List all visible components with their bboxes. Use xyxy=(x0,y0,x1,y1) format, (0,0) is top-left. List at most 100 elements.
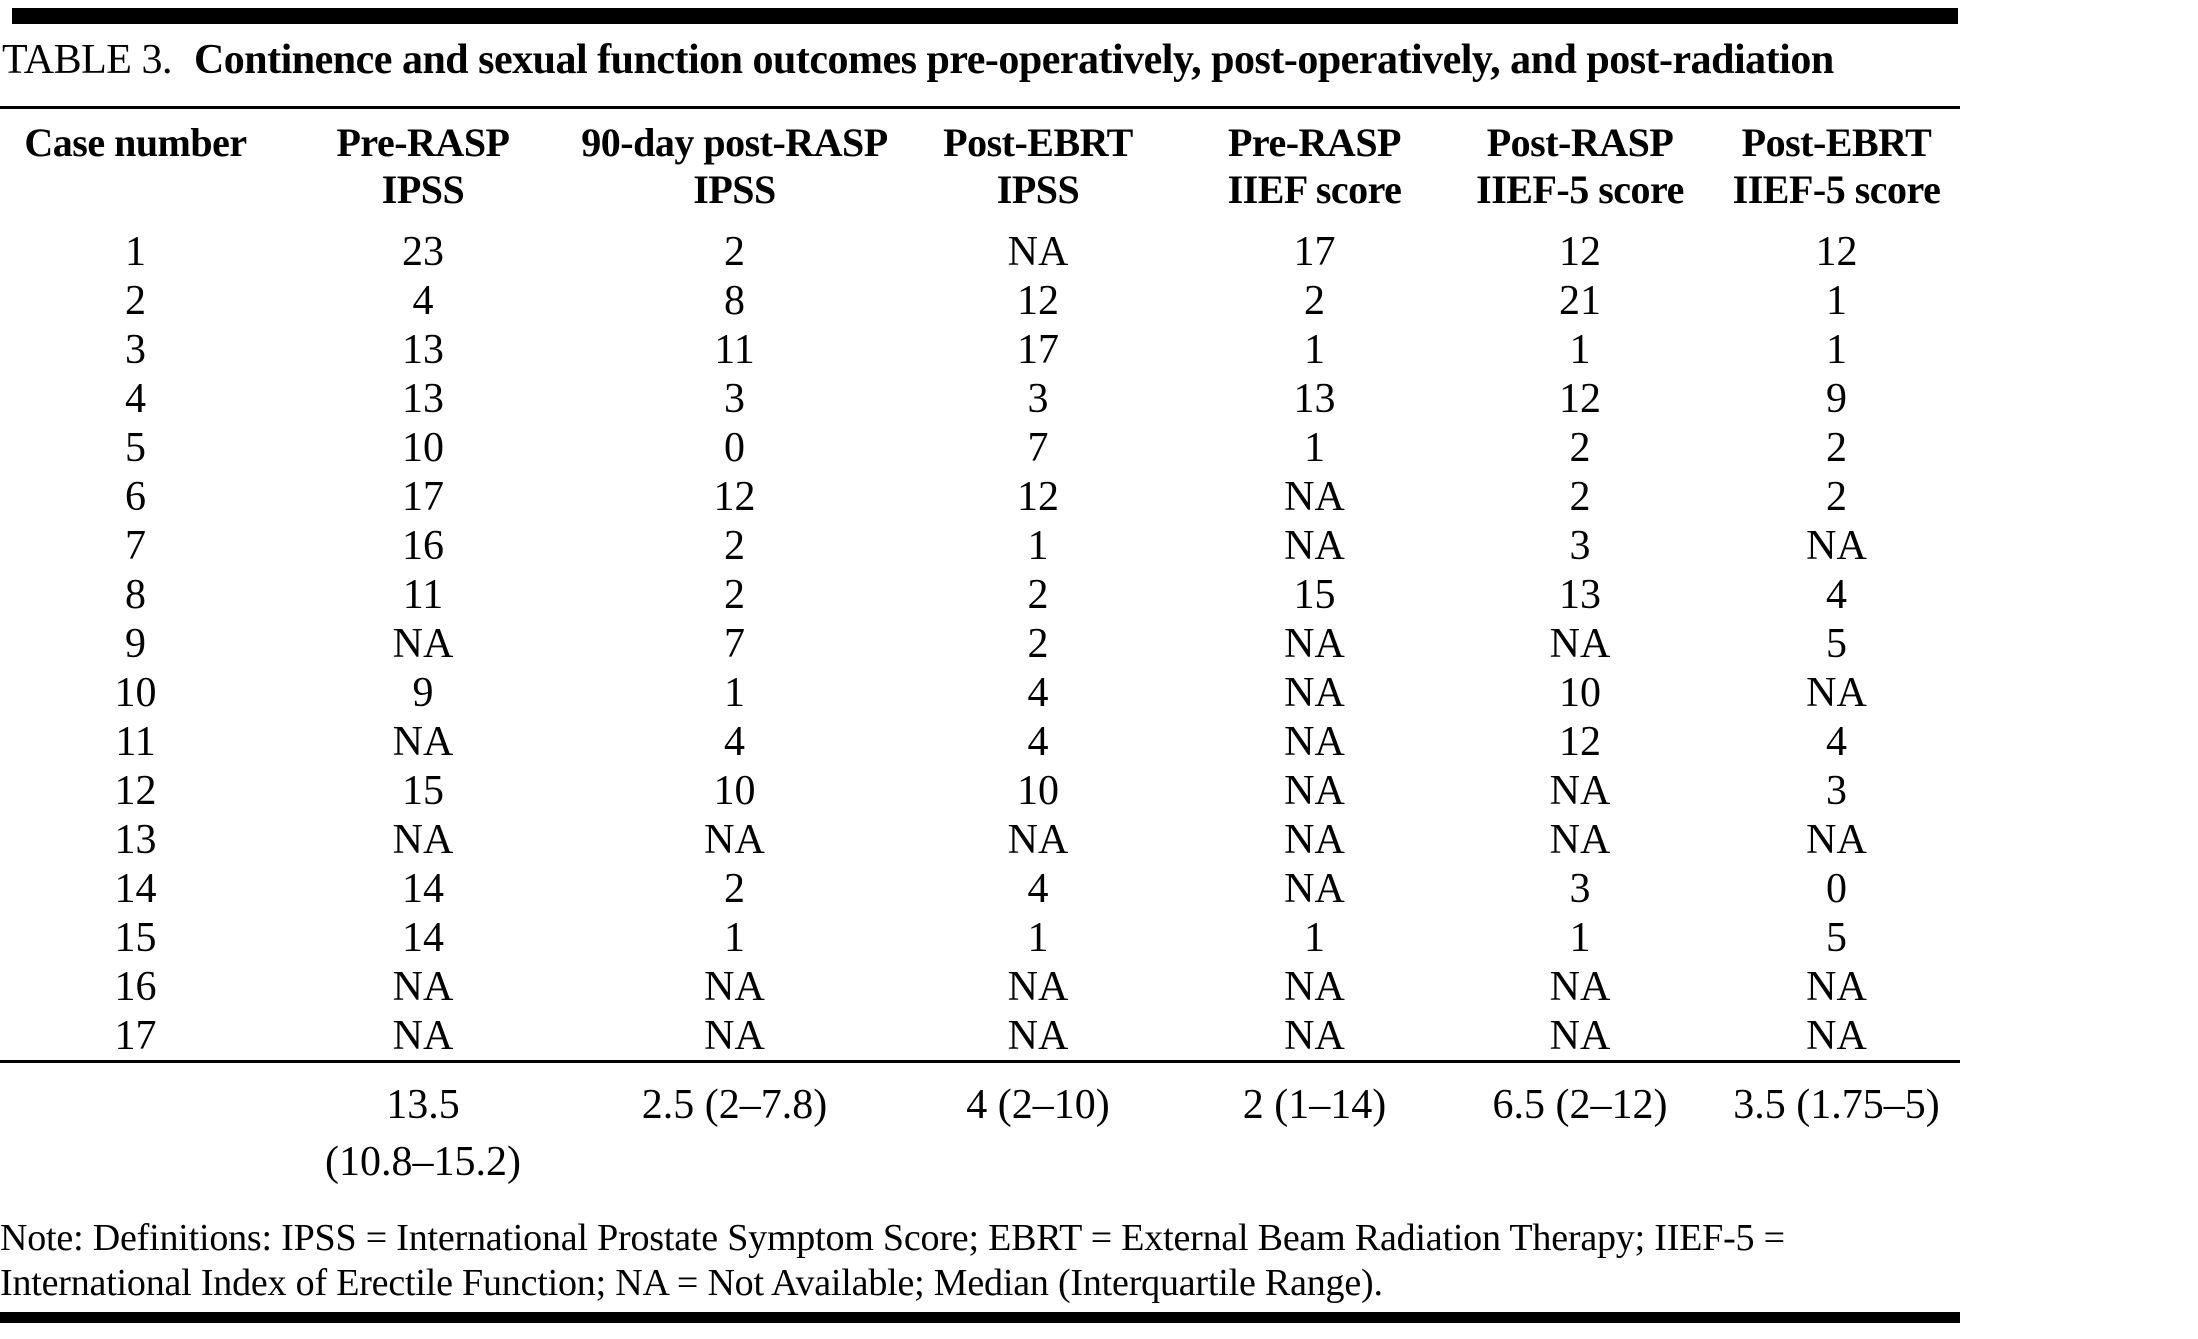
table-row: 16 NA NA NA NA NA NA xyxy=(0,962,1960,1011)
table-title: TABLE 3. Continence and sexual function o… xyxy=(2,36,1960,84)
table-cell: 2 xyxy=(125,277,146,324)
table-cell: 17 xyxy=(402,473,444,520)
table-cell: 1 xyxy=(1304,914,1325,961)
table-cell: 14 xyxy=(402,914,444,961)
table-cell: NA xyxy=(1549,1012,1611,1059)
table-cell: 1 xyxy=(1027,522,1049,569)
table-cell: 4 xyxy=(724,718,745,765)
footnote-line-2: International Index of Erectile Function… xyxy=(0,1262,1383,1305)
summary-cell: 13.5 (10.8–15.2) xyxy=(271,1060,575,1207)
summary-cell xyxy=(0,1060,271,1207)
table-cell: NA xyxy=(1806,669,1867,716)
table-row: 7 16 2 1 NA 3 NA xyxy=(0,521,1960,570)
table-cell: 10 xyxy=(1559,669,1601,716)
table-cell: 2 xyxy=(1826,424,1847,471)
table-cell: 2 xyxy=(1826,473,1847,520)
table-row: 17 NA NA NA NA NA NA xyxy=(0,1011,1960,1062)
table-cell: 11 xyxy=(402,571,444,618)
column-header-90day-post-rasp-ipss: 90-day post-RASP IPSS xyxy=(581,120,888,213)
table-cell: 17 xyxy=(1293,228,1336,275)
table-cell: 0 xyxy=(724,424,745,471)
table-cell: 12 xyxy=(1559,228,1601,275)
table-cell: NA xyxy=(1007,1012,1069,1059)
table-header: Case number Pre-RASP IPSS 90-day post-RA… xyxy=(0,108,1960,228)
table-cell: 7 xyxy=(125,522,146,569)
table-cell: 14 xyxy=(402,865,444,912)
table-cell: 4 xyxy=(1027,669,1049,716)
top-rule-bar xyxy=(12,8,1958,24)
table-cell: 21 xyxy=(1559,277,1601,324)
table-cell: 2 xyxy=(1304,277,1325,324)
column-header-case-number: Case number xyxy=(24,120,247,165)
table-cell: 15 xyxy=(402,767,444,814)
table-cell: 6 xyxy=(125,473,146,520)
table-cell: 8 xyxy=(125,571,146,618)
table-cell: 1 xyxy=(1304,424,1325,471)
table-cell: NA xyxy=(392,718,454,765)
table-cell: 17 xyxy=(1017,326,1059,373)
table-cell: 4 xyxy=(412,277,434,324)
table-cell: NA xyxy=(704,1012,765,1059)
table-cell: 1 xyxy=(1569,326,1591,373)
table-cell: 9 xyxy=(1826,375,1847,422)
table-cell: NA xyxy=(1549,767,1611,814)
table-cell: NA xyxy=(392,963,454,1010)
table-cell: 4 xyxy=(125,375,146,422)
table-row: 13.5 (10.8–15.2) 2.5 (2–7.8) 4 (2–10) 2 … xyxy=(0,1060,1960,1207)
table-cell: 8 xyxy=(724,277,745,324)
table-cell: NA xyxy=(1806,1012,1867,1059)
summary-cell: 2 (1–14) xyxy=(1182,1060,1447,1207)
table-cell: 1 xyxy=(1826,326,1847,373)
table-cell: NA xyxy=(1549,816,1611,863)
table-cell: 4 xyxy=(1826,571,1847,618)
bottom-rule-bar xyxy=(0,1312,1960,1324)
table-cell: 13 xyxy=(402,326,444,373)
table-cell: 13 xyxy=(1293,375,1336,422)
table-cell: 13 xyxy=(114,816,157,863)
table-cell: 1 xyxy=(1304,326,1325,373)
table-cell: 12 xyxy=(1815,228,1858,275)
table-cell: NA xyxy=(1284,718,1345,765)
table-cell: NA xyxy=(1007,228,1069,275)
table-cell: 9 xyxy=(412,669,434,716)
table-cell: 3 xyxy=(1569,865,1591,912)
table-row: 2 4 8 12 2 21 1 xyxy=(0,276,1960,325)
table-cell: NA xyxy=(1284,865,1345,912)
table-cell: NA xyxy=(1806,522,1867,569)
column-header-post-rasp-iief5: Post-RASP IIEF-5 score xyxy=(1476,120,1684,213)
table-cell: 7 xyxy=(1027,424,1049,471)
table-cell: 2 xyxy=(1569,473,1591,520)
table-cell: 2 xyxy=(1027,571,1049,618)
table-row: 12 15 10 10 NA NA 3 xyxy=(0,766,1960,815)
table-cell: 15 xyxy=(1293,571,1336,618)
column-header-post-ebrt-iief5: Post-EBRT IIEF-5 score xyxy=(1732,120,1941,213)
table-row: 6 17 12 12 NA 2 2 xyxy=(0,472,1960,521)
table-cell: 2 xyxy=(1027,620,1049,667)
table-cell: NA xyxy=(1007,963,1069,1010)
table-cell: 12 xyxy=(1017,473,1059,520)
table-cell: 2 xyxy=(724,865,745,912)
table-cell: NA xyxy=(1284,963,1345,1010)
table-cell: 16 xyxy=(114,963,157,1010)
table-cell: 16 xyxy=(402,522,444,569)
summary-cell: 4 (2–10) xyxy=(894,1060,1182,1207)
summary-cell: 3.5 (1.75–5) xyxy=(1713,1060,1960,1207)
table-cell: NA xyxy=(1284,767,1345,814)
table-row: 4 13 3 3 13 12 9 xyxy=(0,374,1960,423)
table-row: 11 NA 4 4 NA 12 4 xyxy=(0,717,1960,766)
table-cell: 9 xyxy=(125,620,146,667)
table-number-label: TABLE 3. xyxy=(2,37,172,83)
table-cell: 3 xyxy=(1027,375,1049,422)
table-cell: 13 xyxy=(402,375,444,422)
table-row: 15 14 1 1 1 1 5 xyxy=(0,913,1960,962)
table-title-text: Continence and sexual function outcomes … xyxy=(193,37,1834,83)
table-cell: 1 xyxy=(724,914,745,961)
table-cell: 3 xyxy=(724,375,745,422)
table-cell: NA xyxy=(1549,620,1611,667)
table-cell: 0 xyxy=(1826,865,1847,912)
table-cell: 10 xyxy=(402,424,444,471)
table-cell: 15 xyxy=(114,914,157,961)
table-cell: NA xyxy=(1806,816,1867,863)
table-row: 10 9 1 4 NA 10 NA xyxy=(0,668,1960,717)
table-cell: 17 xyxy=(114,1012,157,1059)
